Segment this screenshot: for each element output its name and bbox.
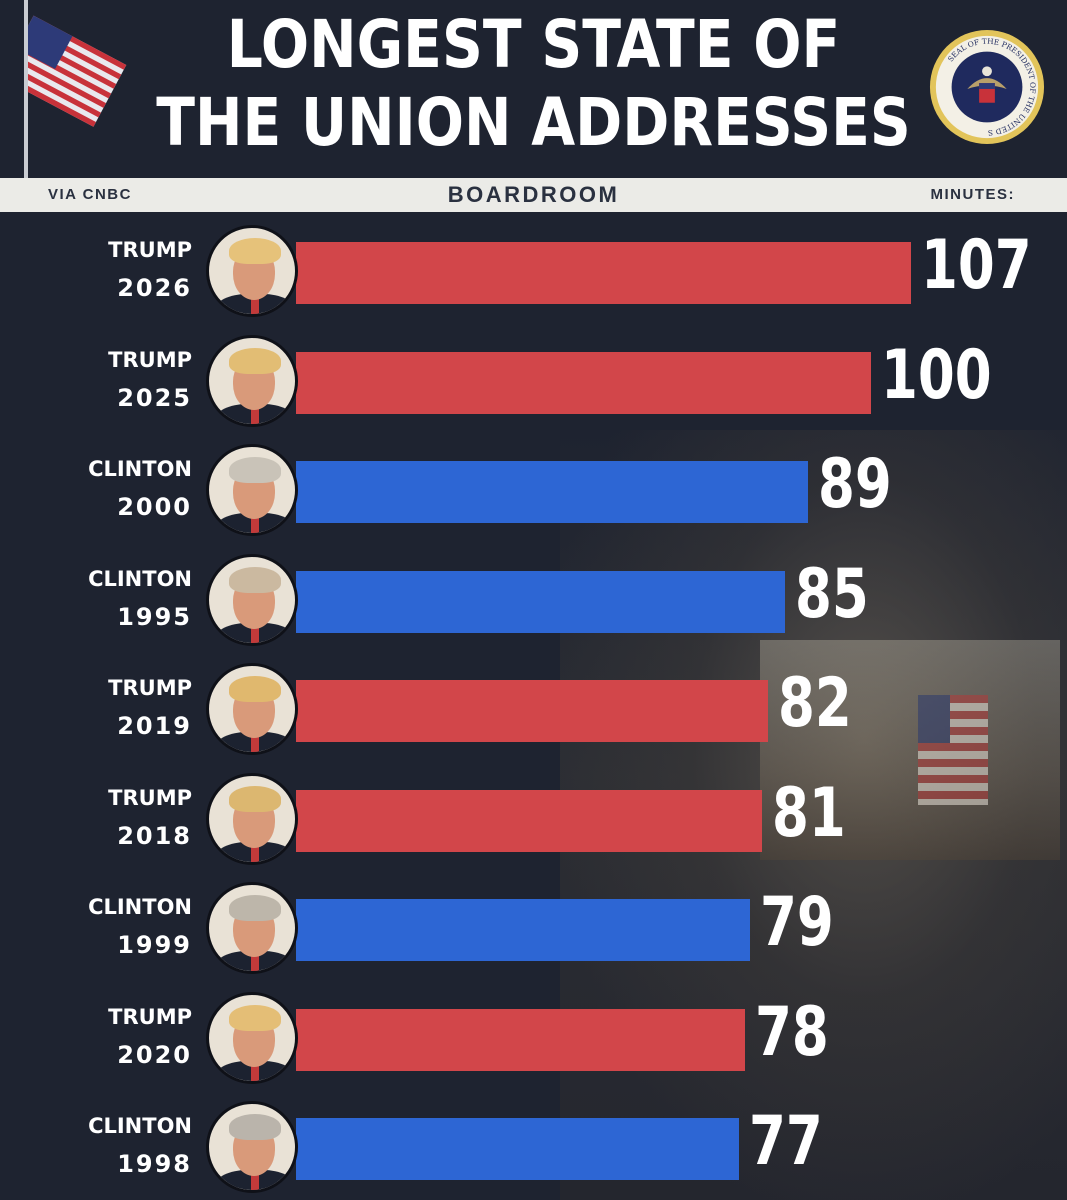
portrait-hair [229,566,281,593]
portrait-hair [229,676,281,702]
background-flag [918,695,988,805]
year-label: 1995 [117,602,192,631]
portrait-hair [229,238,281,264]
minutes-value-label: 100 [881,335,992,415]
source-label: VIA CNBC [48,186,132,203]
portrait-hair [229,1114,281,1140]
chart-row: CLINTON 2000 89 [0,441,1067,541]
year-label: 2000 [117,493,192,521]
background-dais [760,640,1060,860]
president-portrait [206,225,298,317]
bar [296,680,768,742]
portrait-hair [229,1004,281,1031]
president-portrait [206,663,298,755]
year-label: 2019 [117,712,192,740]
portrait-tie [251,298,259,314]
year-label: 1999 [117,931,192,959]
year-label: 2026 [117,274,192,302]
portrait-tie [251,407,259,424]
president-name-label: TRUMP [108,676,192,700]
bar [296,899,751,961]
president-portrait [206,1101,298,1193]
chart-row: TRUMP 2025 100 [0,332,1067,432]
bar [296,1118,739,1180]
president-portrait [206,553,298,646]
year-label: 2020 [117,1040,192,1069]
portrait-tie [251,845,259,862]
bar [296,570,785,633]
president-name-label: CLINTON [88,457,192,481]
portrait-tie [251,955,259,971]
header: LONGEST STATE OF THE UNION ADDRESSES SEA… [0,0,1067,178]
flag-pole [24,0,28,178]
minutes-value-label: 78 [754,992,829,1072]
year-label: 2025 [117,383,192,412]
chart-row: CLINTON 1998 77 [0,1098,1067,1198]
president-portrait [206,334,298,427]
bar [296,1008,745,1071]
year-label: 1998 [117,1150,192,1178]
unit-label: MINUTES: [930,186,1015,203]
president-name-label: CLINTON [88,895,192,919]
minutes-value-label: 82 [777,664,852,743]
president-name-label: TRUMP [108,785,192,810]
bar [296,789,762,852]
minutes-value-label: 107 [921,226,1032,305]
portrait-hair [229,895,281,921]
brand-label: BOARDROOM [447,182,620,207]
bar [296,351,871,414]
president-portrait [206,882,298,974]
president-name-label: TRUMP [108,1004,192,1029]
minutes-value-label: 89 [817,445,892,524]
president-portrait [206,991,298,1084]
us-flag-icon [28,15,127,127]
chart-row: TRUMP 2019 82 [0,660,1067,760]
bar [296,242,912,304]
chart-row: TRUMP 2018 81 [0,770,1067,870]
title-line-1: LONGEST STATE OF [226,6,841,83]
president-name-label: CLINTON [88,1114,192,1138]
chart-row: TRUMP 2020 78 [0,989,1067,1089]
minutes-value-label: 85 [794,554,869,634]
portrait-tie [251,1174,259,1190]
portrait-tie [251,736,259,752]
minutes-value-label: 77 [748,1102,823,1181]
portrait-hair [229,457,281,483]
portrait-tie [251,1064,259,1081]
bar [296,461,808,523]
minutes-value-label: 79 [760,883,835,962]
portrait-tie [251,626,259,643]
president-name-label: CLINTON [88,566,192,591]
year-label: 2018 [117,821,192,850]
subheader-bar: VIA CNBC BOARDROOM MINUTES: [0,178,1067,212]
chart-row: TRUMP 2026 107 [0,222,1067,322]
title-line-2: THE UNION ADDRESSES [156,84,911,161]
president-name-label: TRUMP [108,347,192,372]
chart-row: CLINTON 1999 79 [0,879,1067,979]
minutes-value-label: 81 [771,773,846,853]
president-portrait [206,444,298,536]
presidential-seal-icon: SEAL OF THE PRESIDENT OF THE UNITED STAT… [928,28,1045,145]
president-name-label: TRUMP [108,238,192,262]
portrait-hair [229,785,281,812]
portrait-tie [251,517,259,533]
portrait-hair [229,347,281,374]
chart-row: CLINTON 1995 85 [0,551,1067,651]
president-portrait [206,772,298,865]
